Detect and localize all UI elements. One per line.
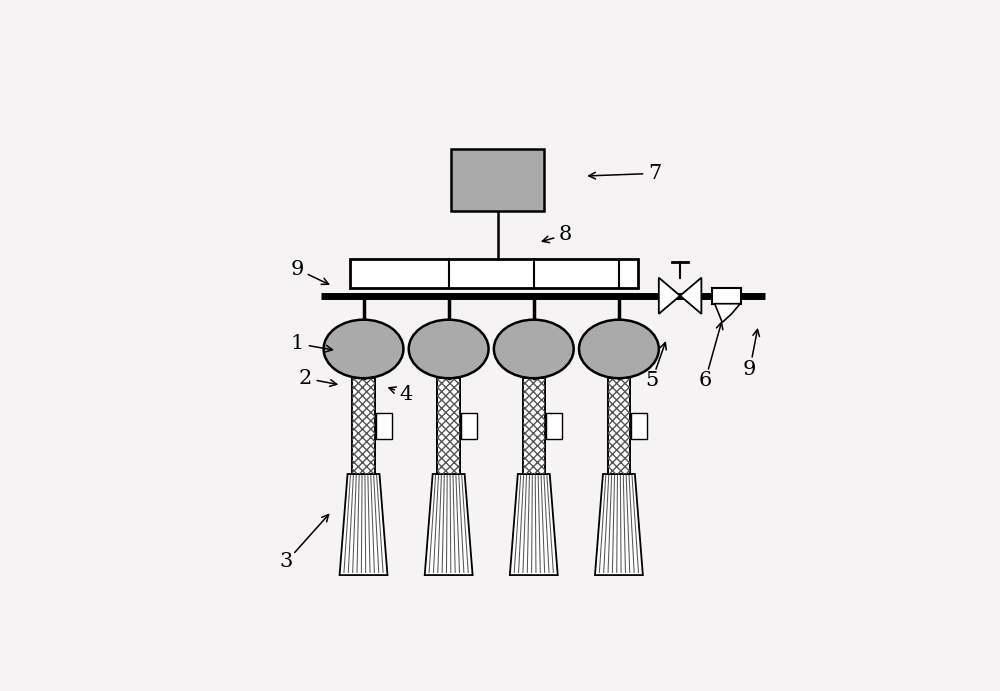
Text: 3: 3 (280, 552, 293, 571)
Text: 7: 7 (648, 164, 662, 183)
Polygon shape (680, 278, 701, 314)
Polygon shape (715, 304, 740, 323)
Bar (608, 378, 630, 474)
Polygon shape (340, 474, 387, 575)
Text: 6: 6 (698, 371, 712, 390)
Bar (350, 258, 638, 287)
Bar (523, 378, 545, 474)
Bar (608, 378, 630, 474)
Bar (437, 378, 460, 474)
Bar (461, 413, 477, 439)
Bar (631, 413, 647, 439)
Polygon shape (595, 474, 643, 575)
Text: 2: 2 (298, 369, 312, 388)
Bar (546, 413, 562, 439)
Polygon shape (510, 474, 558, 575)
Ellipse shape (579, 320, 659, 378)
Ellipse shape (409, 320, 489, 378)
Bar (376, 413, 392, 439)
Bar (352, 378, 375, 474)
Text: 9: 9 (290, 260, 304, 278)
Bar (523, 378, 545, 474)
Polygon shape (425, 474, 473, 575)
Text: 1: 1 (290, 334, 304, 353)
Text: 5: 5 (645, 371, 659, 390)
Polygon shape (659, 278, 680, 314)
Bar (352, 378, 375, 474)
Ellipse shape (324, 320, 403, 378)
Ellipse shape (494, 320, 574, 378)
Text: 4: 4 (399, 385, 413, 404)
Text: 8: 8 (559, 225, 572, 244)
Text: 9: 9 (743, 360, 756, 379)
Bar (712, 287, 741, 304)
Bar (437, 378, 460, 474)
Bar (451, 149, 544, 211)
